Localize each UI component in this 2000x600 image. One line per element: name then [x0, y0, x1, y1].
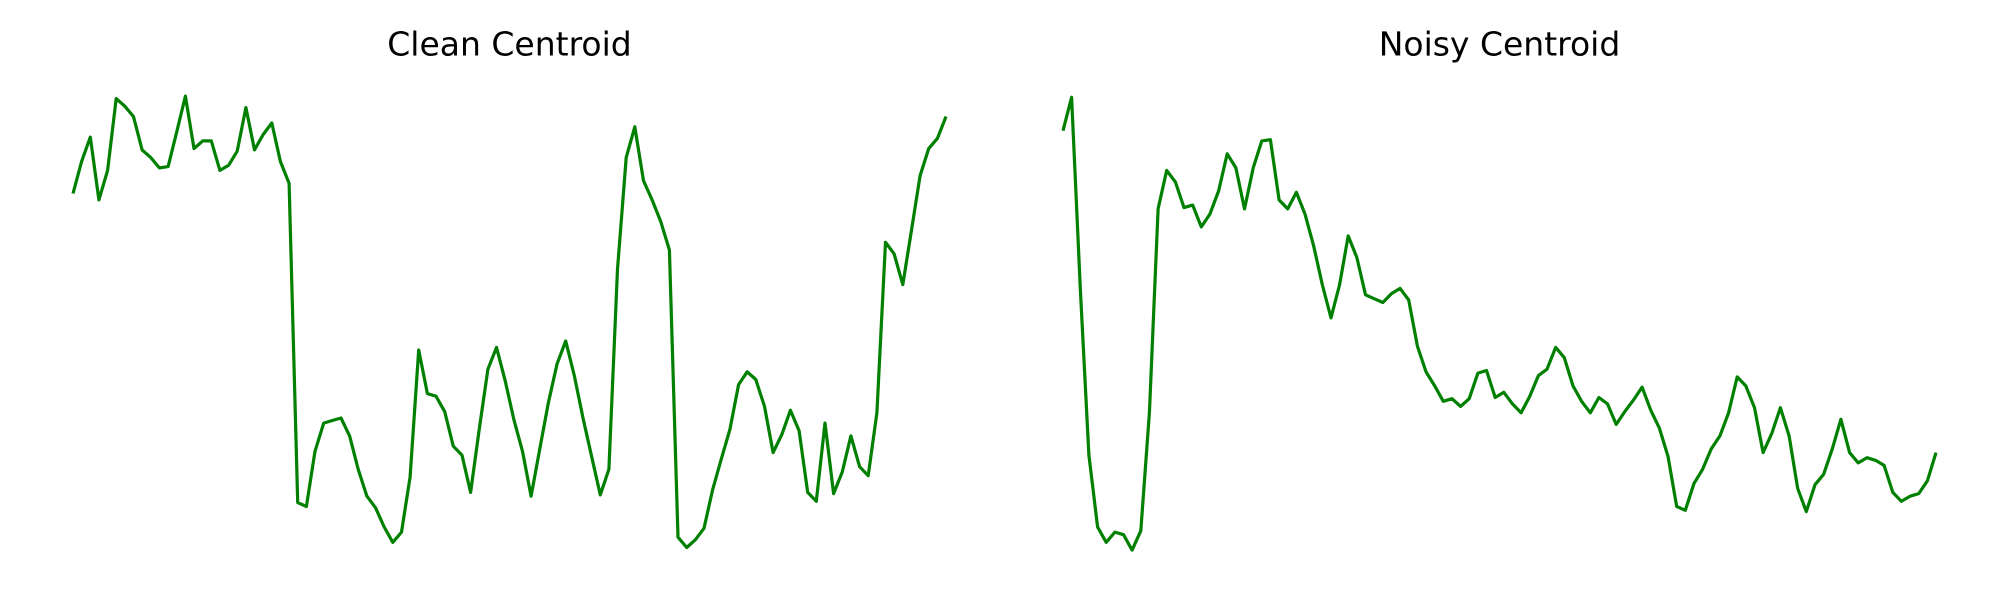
chart-title: Clean Centroid [387, 25, 632, 64]
data-line [71, 94, 948, 550]
data-line [1061, 95, 1938, 552]
chart-title: Noisy Centroid [1379, 25, 1621, 64]
